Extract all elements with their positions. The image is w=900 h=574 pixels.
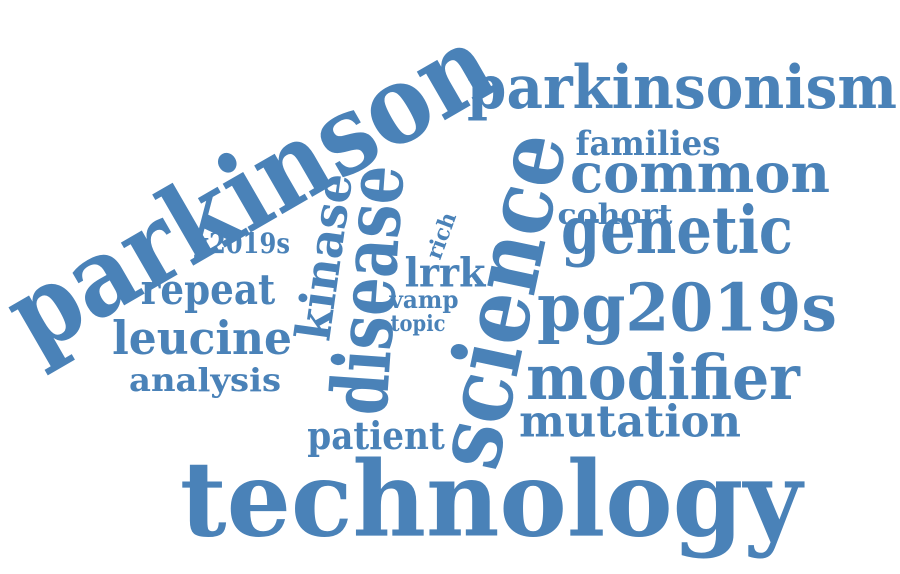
word-topic: topic — [391, 310, 446, 336]
word-leucine: leucine — [112, 311, 292, 365]
word-parkinsonism: parkinsonism — [467, 51, 897, 122]
word-analysis: analysis — [129, 361, 281, 399]
word-vamp: vamp — [389, 286, 459, 315]
word-patient: patient — [307, 413, 445, 458]
word-modifier: modifier — [526, 341, 801, 414]
word-g2019s: g2019s — [192, 227, 290, 260]
word-lrrk: lrrk — [405, 249, 487, 296]
word-common: common — [570, 141, 830, 205]
word-disease: disease — [314, 162, 423, 418]
word-genetic: genetic — [561, 193, 793, 270]
word-technology: technology — [180, 439, 806, 561]
word-pg2019s: pg2019s — [537, 269, 837, 347]
word-families: families — [576, 123, 721, 163]
word-repeat: repeat — [141, 266, 276, 315]
word-mutation: mutation — [519, 396, 741, 447]
word-cohort: cohort — [558, 199, 673, 232]
